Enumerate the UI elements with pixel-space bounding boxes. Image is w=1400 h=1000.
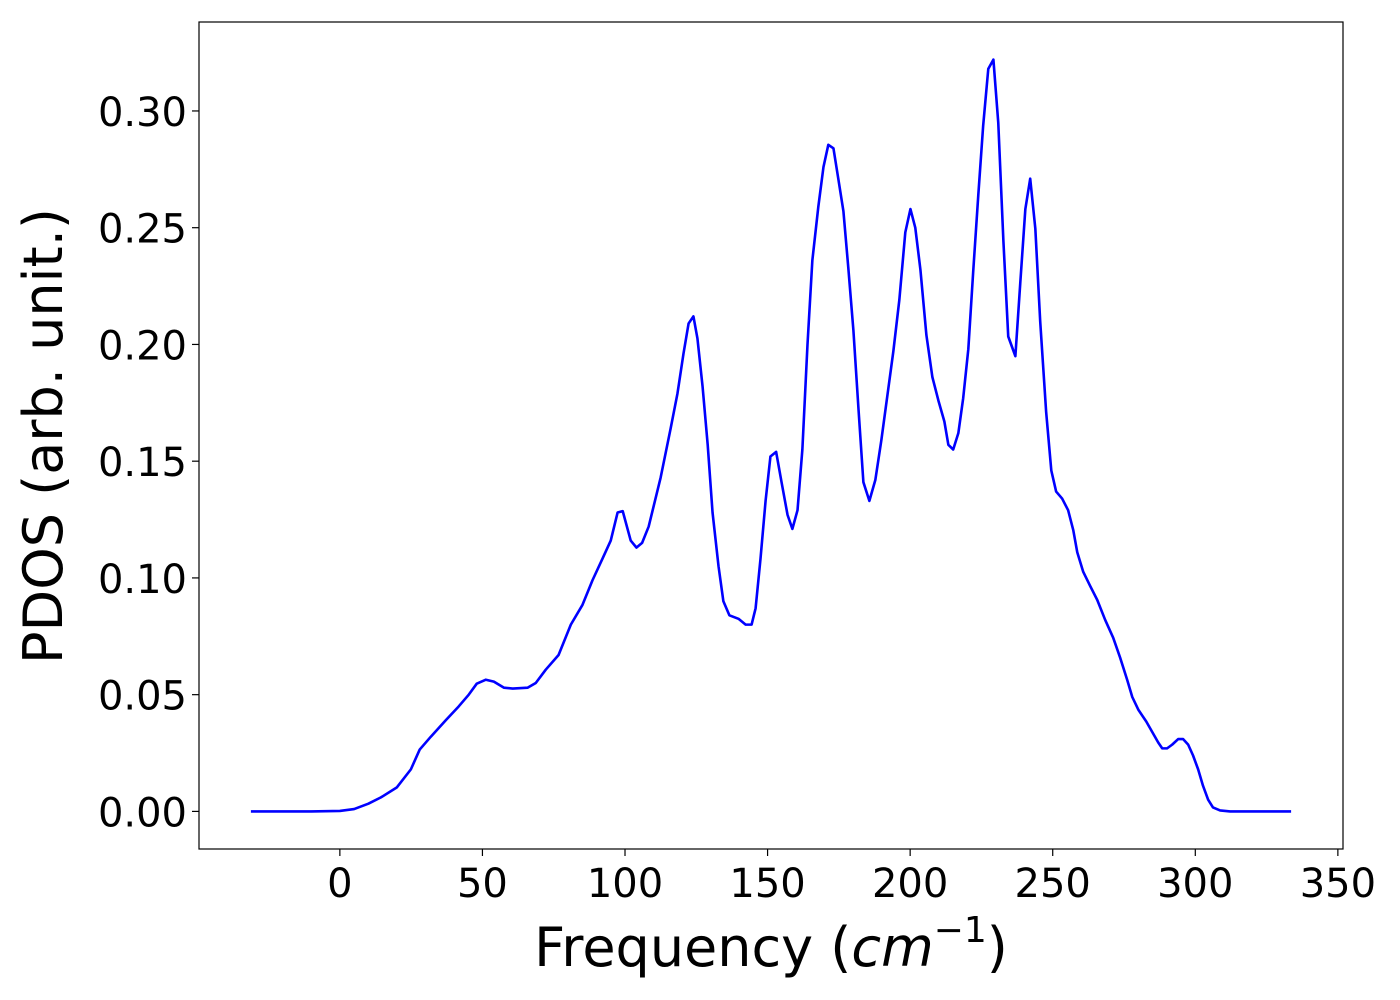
y-tick-label: 0.10 <box>98 557 187 603</box>
x-label-text: Frequency ( <box>534 916 851 979</box>
y-axis-label: PDOS (arb. unit.) <box>12 208 75 664</box>
y-tick-label: 0.20 <box>98 323 187 369</box>
x-tick-label: 350 <box>1300 861 1376 907</box>
x-label-exponent: −1 <box>934 910 987 951</box>
y-tick-label: 0.05 <box>98 674 187 720</box>
plot-frame <box>198 21 1344 850</box>
y-tick-label: 0.30 <box>98 90 187 136</box>
y-tick-label: 0.25 <box>98 207 187 253</box>
x-tick-label: 200 <box>872 861 948 907</box>
x-tick-label: 150 <box>729 861 805 907</box>
x-tick-label: 0 <box>327 861 352 907</box>
x-label-unit: cm <box>851 916 933 979</box>
x-tick-label: 100 <box>587 861 663 907</box>
x-tick-label: 50 <box>457 861 508 907</box>
data-line <box>250 58 1292 813</box>
y-tick-label: 0.15 <box>98 440 187 486</box>
x-tick-label: 300 <box>1157 861 1233 907</box>
x-label-close: ) <box>987 916 1008 979</box>
y-tick-label: 0.00 <box>98 790 187 836</box>
x-tick-label: 250 <box>1015 861 1091 907</box>
x-axis-label: Frequency (cm−1) <box>534 910 1008 979</box>
